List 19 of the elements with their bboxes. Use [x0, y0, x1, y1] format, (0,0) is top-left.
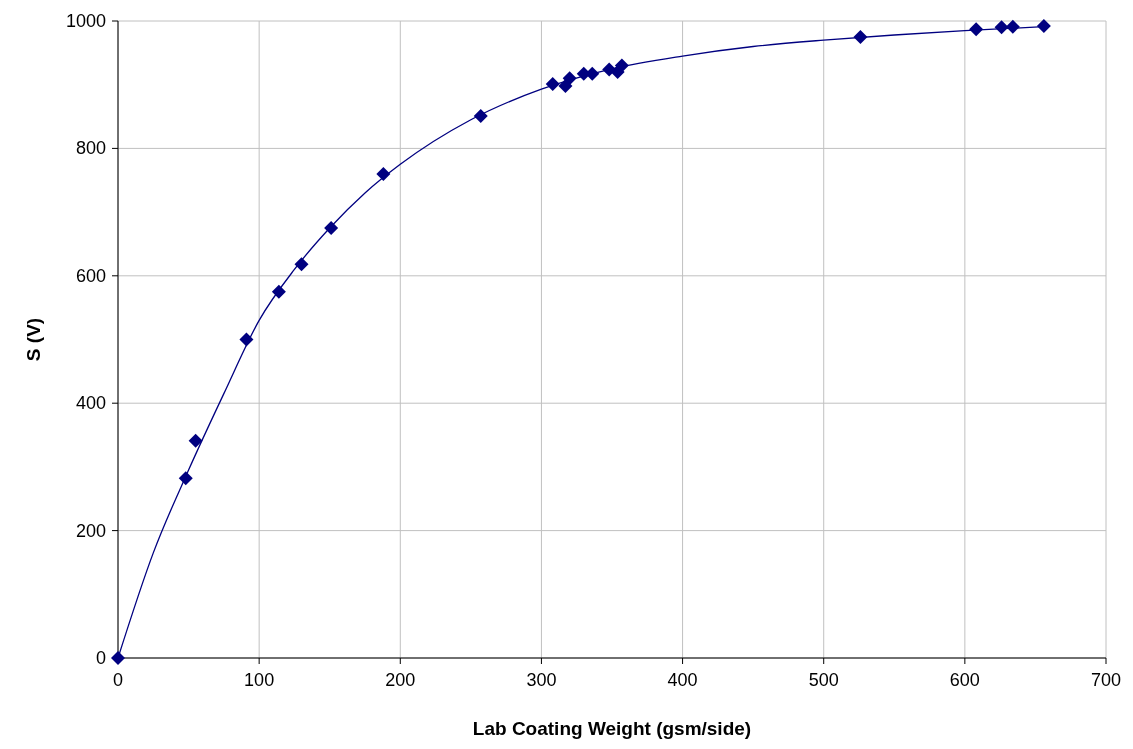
x-tick-label: 500: [808, 670, 839, 690]
x-axis-title: Lab Coating Weight (gsm/side): [472, 718, 752, 739]
x-tick-label: 0: [112, 670, 124, 690]
y-tick-label: 200: [75, 520, 106, 541]
x-tick-label: 100: [244, 670, 275, 690]
y-tick-label: 800: [75, 138, 106, 159]
x-tick-label: 200: [385, 670, 416, 690]
point: [111, 651, 125, 665]
y-tick-label: 0: [95, 648, 106, 668]
point: [188, 433, 203, 448]
x-tick-label: 400: [667, 670, 698, 690]
y-tick-label: 1000: [65, 11, 106, 31]
x-tick-label: 300: [526, 670, 557, 690]
point: [1036, 19, 1051, 34]
x-tick-label: 600: [949, 670, 980, 690]
x-tick-label: 700: [1090, 670, 1122, 690]
y-axis-title: S (V): [23, 317, 44, 362]
y-tick-label: 600: [75, 265, 106, 286]
y-tick-label: 400: [75, 393, 106, 414]
